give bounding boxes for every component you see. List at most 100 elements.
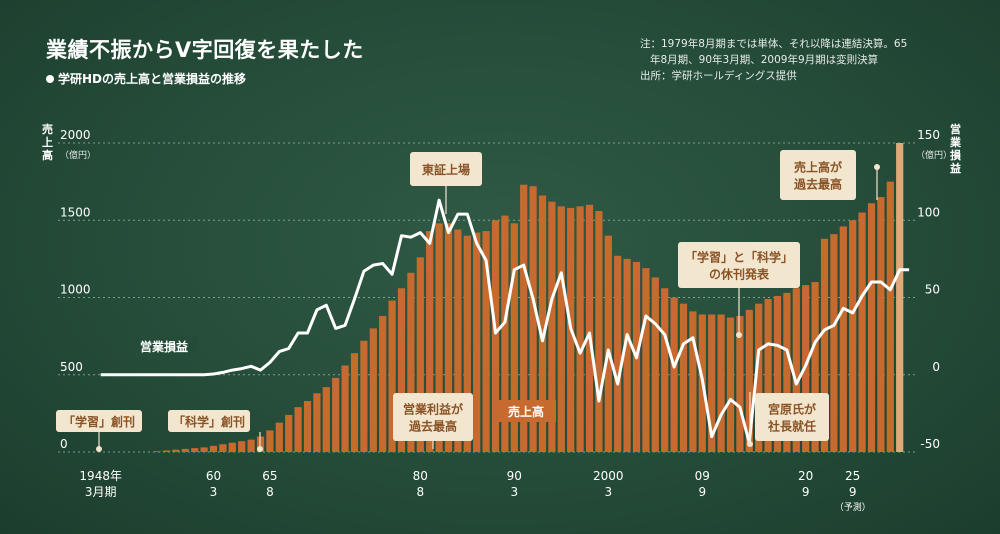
revenue-bar (896, 143, 904, 452)
callout-text: 「科学」創刊 (173, 414, 245, 429)
revenue-bar (285, 414, 293, 452)
x-tick-label: 20 (798, 469, 813, 483)
revenue-bar (491, 220, 500, 452)
revenue-bar (228, 442, 236, 452)
callout-text: 過去最高 (793, 177, 842, 192)
revenue-bar (360, 340, 368, 452)
callout-text: 売上高が (794, 160, 842, 175)
revenue-bar (341, 365, 349, 452)
revenue-bar (726, 317, 735, 452)
callout-text: 社長就任 (767, 419, 816, 434)
revenue-bar (520, 184, 528, 452)
revenue-bar (595, 210, 603, 452)
callout-box (393, 393, 473, 441)
right-axis-label-char: 損 (950, 148, 962, 162)
chart-subtitle: 学研HDの売上高と営業損益の推移 (46, 70, 246, 87)
revenue-bar (576, 206, 584, 452)
left-tick-label: 1000 (60, 283, 91, 297)
revenue-bar (303, 401, 312, 452)
x-tick-label: 1948年 (79, 469, 122, 483)
revenue-bar (839, 226, 847, 452)
revenue-bar (172, 449, 180, 452)
callout-box (168, 410, 250, 432)
revenue-bar (867, 203, 876, 452)
left-tick-label: 1500 (60, 205, 91, 219)
revenue-bar (266, 430, 274, 452)
x-tick-sublabel: 9 (849, 485, 857, 499)
x-tick-label: 09 (695, 469, 710, 483)
revenue-bar (820, 238, 829, 452)
note-line-2: 年8月期、90年3月期、2009年9月期は変則決算 (650, 54, 879, 66)
source-note: 注：1979年8月期までは単体、それ以降は連結決算。65 年8月期、90年3月期… (640, 36, 960, 84)
x-tick-sublabel: 3 (510, 485, 518, 499)
left-axis-label-1: 売 (42, 122, 53, 136)
revenue-bar (416, 257, 424, 452)
revenue-bar (783, 292, 791, 452)
callout-dot (874, 164, 880, 170)
revenue-bar (501, 215, 509, 452)
revenue-bar (275, 422, 283, 452)
revenue-bar (585, 204, 594, 452)
revenue-bar (529, 186, 537, 452)
callout-box (780, 150, 856, 200)
x-tick-forecast: （予測） (835, 501, 871, 513)
revenue-bar (736, 316, 744, 452)
callout-box (678, 242, 800, 288)
right-axis-label-char: 業 (949, 135, 962, 149)
revenue-bar (717, 314, 725, 452)
x-tick-label: 80 (413, 469, 428, 483)
revenue-bar (454, 229, 462, 452)
note-line-1: 注：1979年8月期までは単体、それ以降は連結決算。65 (640, 38, 908, 50)
revenue-bar (623, 258, 631, 452)
revenue-bar (162, 450, 171, 452)
callout-text: 「学習」と「科学」 (685, 250, 793, 265)
revenue-bar (886, 181, 894, 452)
callout-dot (257, 446, 263, 452)
x-tick-sublabel: 8 (266, 485, 274, 499)
revenue-bar (332, 377, 340, 452)
revenue-bar (642, 268, 650, 452)
callout-dot (96, 446, 102, 452)
revenue-bar (350, 353, 359, 452)
right-axis-unit: （億円） (916, 149, 952, 161)
right-tick-label: -50 (920, 437, 940, 451)
revenue-bar (811, 282, 819, 452)
revenue-bar (679, 303, 688, 452)
revenue-bar (792, 288, 800, 452)
x-tick-sublabel: 3月期 (85, 485, 117, 499)
callout-text: の休刊発表 (709, 267, 770, 282)
revenue-bar (849, 220, 857, 452)
operating-profit-line (100, 198, 910, 445)
revenue-bar (651, 277, 659, 452)
callout-text: 過去最高 (408, 419, 457, 434)
revenue-bar (247, 439, 255, 452)
callout-box (755, 393, 829, 441)
revenue-bar (689, 311, 697, 452)
x-tick-label: 2000 (593, 469, 624, 483)
x-tick-sublabel: 3 (604, 485, 612, 499)
revenue-bar (219, 444, 227, 452)
revenue-bar (858, 212, 866, 452)
x-tick-label: 60 (206, 469, 221, 483)
revenue-bar (200, 447, 208, 452)
callout-text: 「学習」創刊 (63, 414, 135, 429)
revenue-bar (557, 206, 565, 452)
revenue-bar (426, 231, 434, 452)
revenue-bar (435, 223, 443, 452)
left-axis-unit: （億円） (60, 149, 96, 161)
revenue-bar (877, 197, 885, 452)
revenue-bar (379, 316, 387, 452)
right-axis-label-char: 益 (950, 161, 961, 175)
revenue-bar (313, 393, 321, 452)
callout-text: 営業利益が (403, 402, 463, 417)
callout-box (56, 410, 142, 432)
revenue-bar (830, 234, 838, 452)
revenue-bar (181, 448, 189, 452)
callout-text: 宮原氏が (768, 402, 816, 417)
chart-subtitle-text: 学研HDの売上高と営業損益の推移 (58, 72, 247, 86)
revenue-bar (397, 288, 406, 452)
callout-box (410, 152, 482, 186)
callout-text: 東証上場 (422, 162, 470, 177)
revenue-bar (538, 195, 547, 452)
